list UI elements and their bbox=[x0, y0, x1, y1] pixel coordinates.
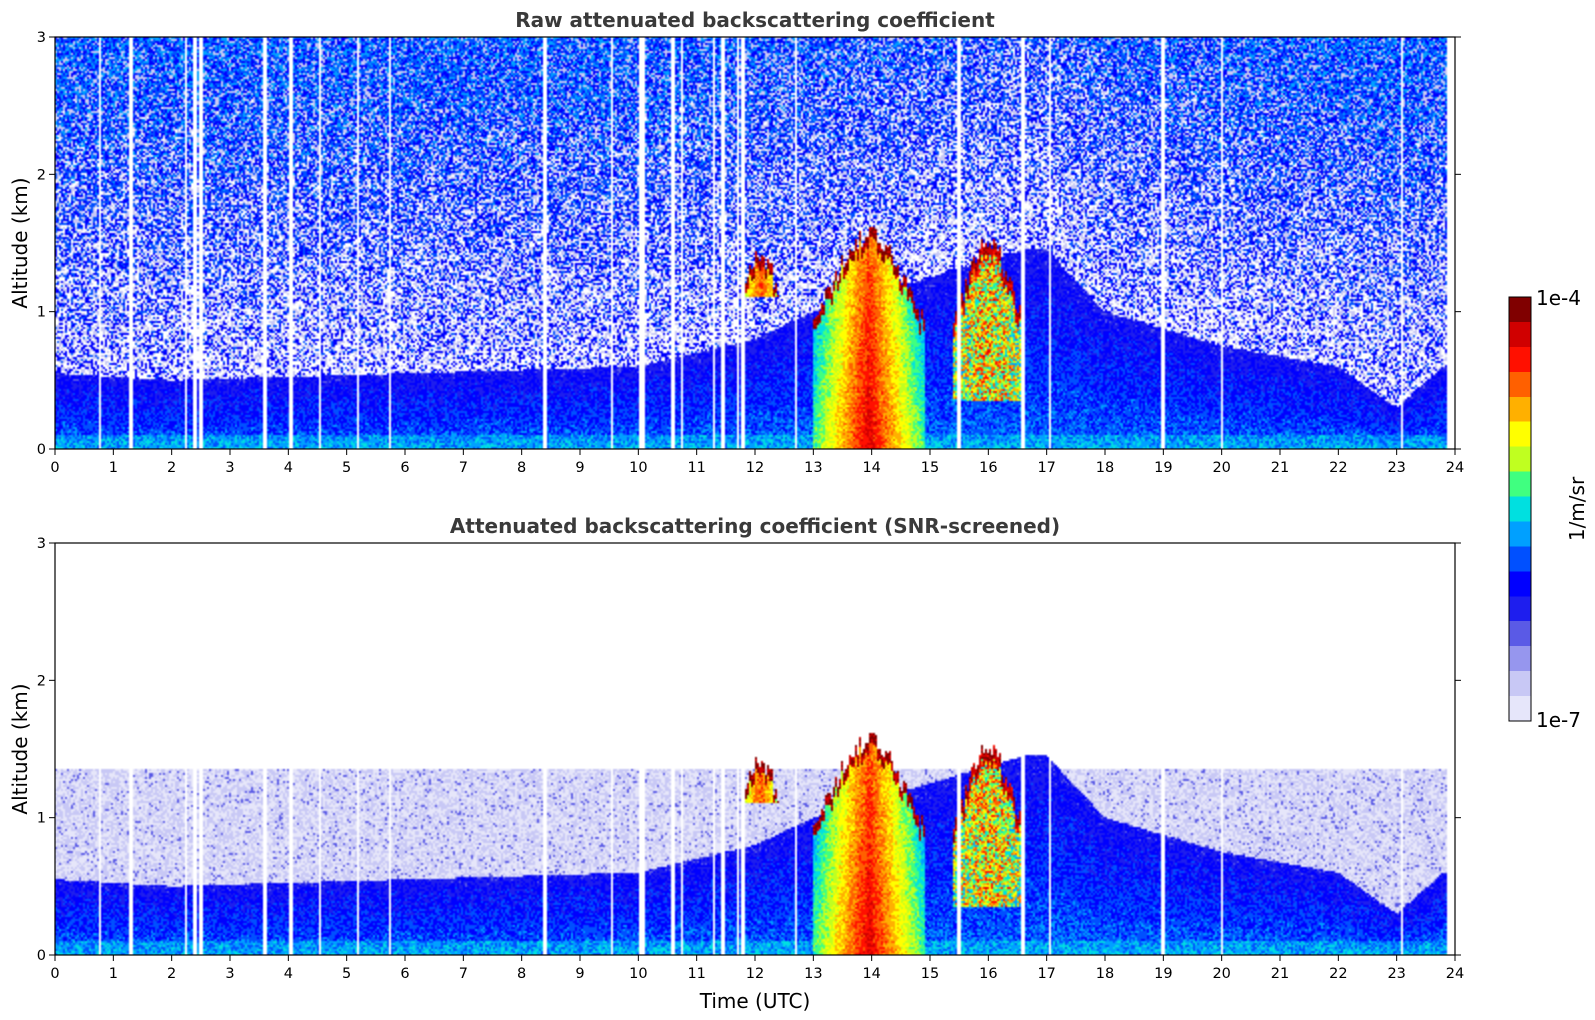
axis-ticks-raw: 0 1 2 3 4 5 6 7 8 9 10 11 12 13 14 15 16 17 18 19 20 21 22 23 24… bbox=[37, 30, 1464, 476]
x-tick-label: 5 bbox=[342, 966, 351, 982]
y-tick-label: 3 bbox=[37, 536, 46, 552]
x-tick-label: 17 bbox=[1037, 460, 1055, 476]
x-tick-label: 21 bbox=[1271, 966, 1289, 982]
axis-ticks-screened: 0 1 2 3 4 5 6 7 8 9 10 11 12 13 14 15 16 17 18 19 20 21 22 23 24… bbox=[37, 536, 1464, 982]
colorbar-unit-label: 1/m/sr bbox=[1565, 476, 1589, 541]
x-tick-label: 2 bbox=[167, 966, 176, 982]
x-tick-label: 4 bbox=[284, 966, 293, 982]
heatmap-screened bbox=[55, 543, 1455, 955]
x-tick-label: 15 bbox=[921, 966, 939, 982]
x-tick-label: 9 bbox=[575, 460, 584, 476]
y-tick-label: 1 bbox=[37, 811, 46, 827]
panel-title-raw: Raw attenuated backscattering coefficien… bbox=[515, 8, 995, 32]
x-tick-label: 20 bbox=[1212, 460, 1230, 476]
x-axis-label: Time (UTC) bbox=[699, 989, 811, 1013]
y-tick-label: 3 bbox=[37, 30, 46, 46]
x-tick-label: 8 bbox=[517, 966, 526, 982]
x-tick-label: 4 bbox=[284, 460, 293, 476]
x-tick-label: 3 bbox=[225, 966, 234, 982]
x-tick-label: 22 bbox=[1329, 460, 1347, 476]
x-tick-label: 18 bbox=[1096, 460, 1114, 476]
x-tick-label: 21 bbox=[1271, 460, 1289, 476]
x-tick-label: 0 bbox=[50, 966, 59, 982]
panel-title-screened: Attenuated backscattering coefficient (S… bbox=[450, 514, 1060, 538]
x-tick-label: 12 bbox=[746, 966, 764, 982]
panel-screened: Attenuated backscattering coefficient (S… bbox=[8, 514, 1464, 1013]
x-tick-label: 24 bbox=[1446, 460, 1464, 476]
x-tick-label: 20 bbox=[1212, 966, 1230, 982]
x-tick-label: 23 bbox=[1387, 460, 1405, 476]
colorbar-min-label: 1e-7 bbox=[1536, 708, 1581, 732]
x-tick-label: 11 bbox=[687, 460, 705, 476]
x-tick-label: 10 bbox=[629, 460, 647, 476]
x-tick-label: 1 bbox=[109, 966, 118, 982]
y-tick-label: 1 bbox=[37, 305, 46, 321]
y-axis-label-screened: Altitude (km) bbox=[8, 683, 32, 814]
x-tick-label: 0 bbox=[50, 460, 59, 476]
y-tick-label: 2 bbox=[37, 673, 46, 689]
heatmap-raw bbox=[55, 37, 1455, 449]
x-tick-label: 24 bbox=[1446, 966, 1464, 982]
x-tick-label: 14 bbox=[862, 966, 880, 982]
x-tick-label: 23 bbox=[1387, 966, 1405, 982]
x-tick-label: 19 bbox=[1154, 966, 1172, 982]
x-tick-label: 19 bbox=[1154, 460, 1172, 476]
x-tick-label: 12 bbox=[746, 460, 764, 476]
x-tick-label: 16 bbox=[979, 460, 997, 476]
x-tick-label: 13 bbox=[804, 966, 822, 982]
x-tick-label: 16 bbox=[979, 966, 997, 982]
colorbar-gradient bbox=[1508, 296, 1532, 722]
x-tick-label: 14 bbox=[862, 460, 880, 476]
x-tick-label: 5 bbox=[342, 460, 351, 476]
colorbar: 1e-4 1e-7 1/m/sr bbox=[1508, 286, 1589, 732]
x-tick-label: 10 bbox=[629, 966, 647, 982]
x-tick-label: 11 bbox=[687, 966, 705, 982]
x-tick-label: 9 bbox=[575, 966, 584, 982]
x-tick-label: 13 bbox=[804, 460, 822, 476]
x-tick-label: 18 bbox=[1096, 966, 1114, 982]
panel-raw: Raw attenuated backscattering coefficien… bbox=[8, 8, 1464, 476]
x-tick-label: 17 bbox=[1037, 966, 1055, 982]
x-tick-label: 2 bbox=[167, 460, 176, 476]
x-tick-label: 1 bbox=[109, 460, 118, 476]
x-tick-label: 3 bbox=[225, 460, 234, 476]
x-tick-label: 7 bbox=[459, 966, 468, 982]
y-tick-label: 0 bbox=[37, 948, 46, 964]
y-tick-label: 2 bbox=[37, 167, 46, 183]
colorbar-max-label: 1e-4 bbox=[1536, 286, 1581, 310]
y-tick-label: 0 bbox=[37, 442, 46, 458]
x-tick-label: 6 bbox=[400, 460, 409, 476]
x-tick-label: 8 bbox=[517, 460, 526, 476]
x-tick-label: 22 bbox=[1329, 966, 1347, 982]
x-tick-label: 6 bbox=[400, 966, 409, 982]
x-tick-label: 7 bbox=[459, 460, 468, 476]
y-axis-label-raw: Altitude (km) bbox=[8, 177, 32, 308]
x-tick-label: 15 bbox=[921, 460, 939, 476]
